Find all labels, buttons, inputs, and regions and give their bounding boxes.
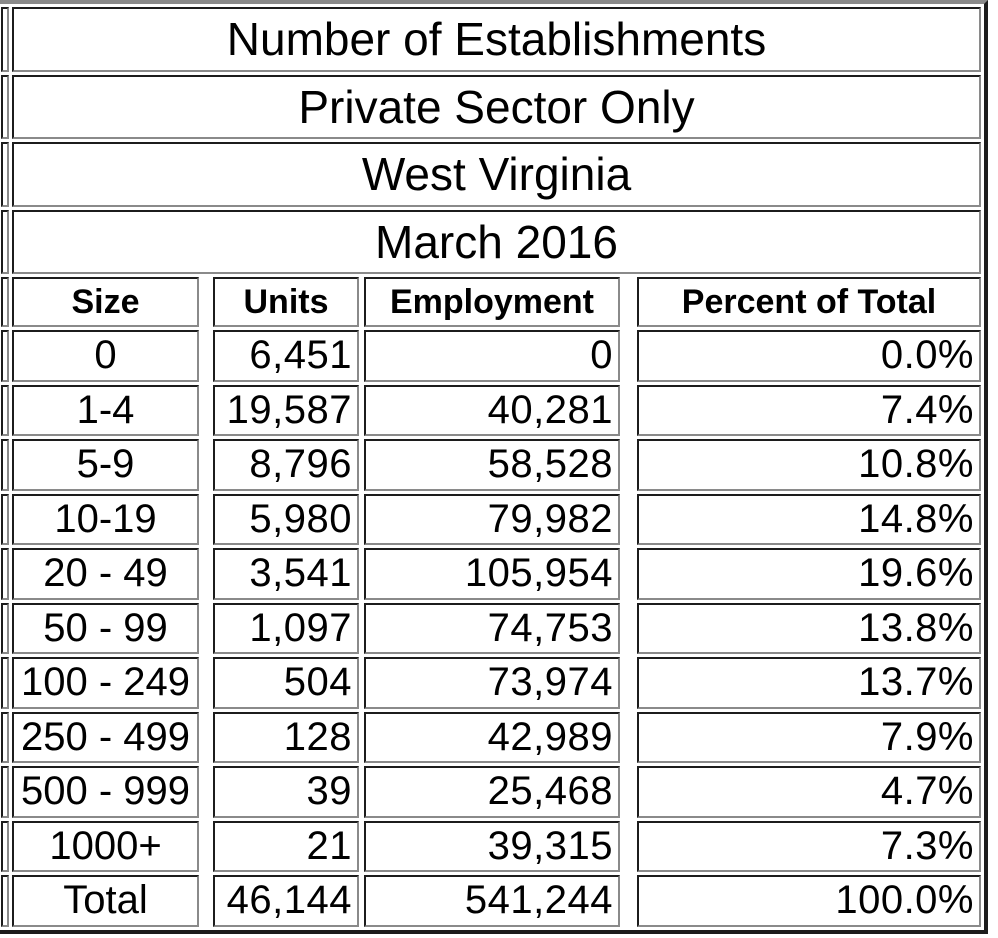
stub-cell <box>1 711 9 763</box>
stub-cell <box>1 384 9 436</box>
stub-cell <box>1 330 9 382</box>
units-cell: 504 <box>213 657 359 709</box>
size-cell: 100 - 249 <box>12 657 199 709</box>
size-cell: 50 - 99 <box>12 602 199 654</box>
column-header-employment: Employment <box>364 277 620 327</box>
units-cell: 1,097 <box>213 602 359 654</box>
percent-cell: 13.8% <box>637 602 981 654</box>
units-cell: 39 <box>213 766 359 818</box>
table-title: Number of Establishments <box>12 7 981 72</box>
units-cell: 46,144 <box>213 875 359 927</box>
stub-cell <box>1 875 9 927</box>
stub-cell <box>1 766 9 818</box>
table-subtitle: Private Sector Only <box>12 74 981 139</box>
units-cell: 8,796 <box>213 439 359 491</box>
units-cell: 6,451 <box>213 330 359 382</box>
size-cell: Total <box>12 875 199 927</box>
stub-cell <box>1 602 9 654</box>
percent-cell: 7.3% <box>637 820 981 872</box>
column-header-units: Units <box>213 277 359 327</box>
employment-cell: 0 <box>364 330 620 382</box>
units-cell: 3,541 <box>213 548 359 600</box>
size-cell: 0 <box>12 330 199 382</box>
percent-cell: 4.7% <box>637 766 981 818</box>
table-region: West Virginia <box>12 142 981 207</box>
employment-cell: 79,982 <box>364 493 620 545</box>
percent-cell: 19.6% <box>637 548 981 600</box>
employment-cell: 25,468 <box>364 766 620 818</box>
employment-cell: 105,954 <box>364 548 620 600</box>
stub-cell <box>1 657 9 709</box>
stub-cell <box>1 142 9 207</box>
employment-cell: 40,281 <box>364 384 620 436</box>
employment-cell: 74,753 <box>364 602 620 654</box>
stub-cell <box>1 74 9 139</box>
stub-cell <box>1 493 9 545</box>
employment-cell: 73,974 <box>364 657 620 709</box>
stub-cell <box>1 439 9 491</box>
units-cell: 21 <box>213 820 359 872</box>
column-header-size: Size <box>12 277 199 327</box>
stub-cell <box>1 820 9 872</box>
percent-cell: 7.4% <box>637 384 981 436</box>
units-cell: 128 <box>213 711 359 763</box>
employment-cell: 58,528 <box>364 439 620 491</box>
size-cell: 1000+ <box>12 820 199 872</box>
size-cell: 5-9 <box>12 439 199 491</box>
units-cell: 19,587 <box>213 384 359 436</box>
employment-cell: 39,315 <box>364 820 620 872</box>
size-cell: 250 - 499 <box>12 711 199 763</box>
size-cell: 10-19 <box>12 493 199 545</box>
table-period: March 2016 <box>12 209 981 274</box>
percent-cell: 13.7% <box>637 657 981 709</box>
units-cell: 5,980 <box>213 493 359 545</box>
employment-cell: 541,244 <box>364 875 620 927</box>
size-cell: 1-4 <box>12 384 199 436</box>
stub-cell <box>1 7 9 72</box>
stub-cell <box>1 548 9 600</box>
percent-cell: 14.8% <box>637 493 981 545</box>
percent-cell: 7.9% <box>637 711 981 763</box>
percent-cell: 0.0% <box>637 330 981 382</box>
percent-cell: 100.0% <box>637 875 981 927</box>
stub-cell <box>1 209 9 274</box>
employment-cell: 42,989 <box>364 711 620 763</box>
column-header-percent: Percent of Total <box>637 277 981 327</box>
stub-cell <box>1 277 9 327</box>
size-cell: 500 - 999 <box>12 766 199 818</box>
size-cell: 20 - 49 <box>12 548 199 600</box>
percent-cell: 10.8% <box>637 439 981 491</box>
